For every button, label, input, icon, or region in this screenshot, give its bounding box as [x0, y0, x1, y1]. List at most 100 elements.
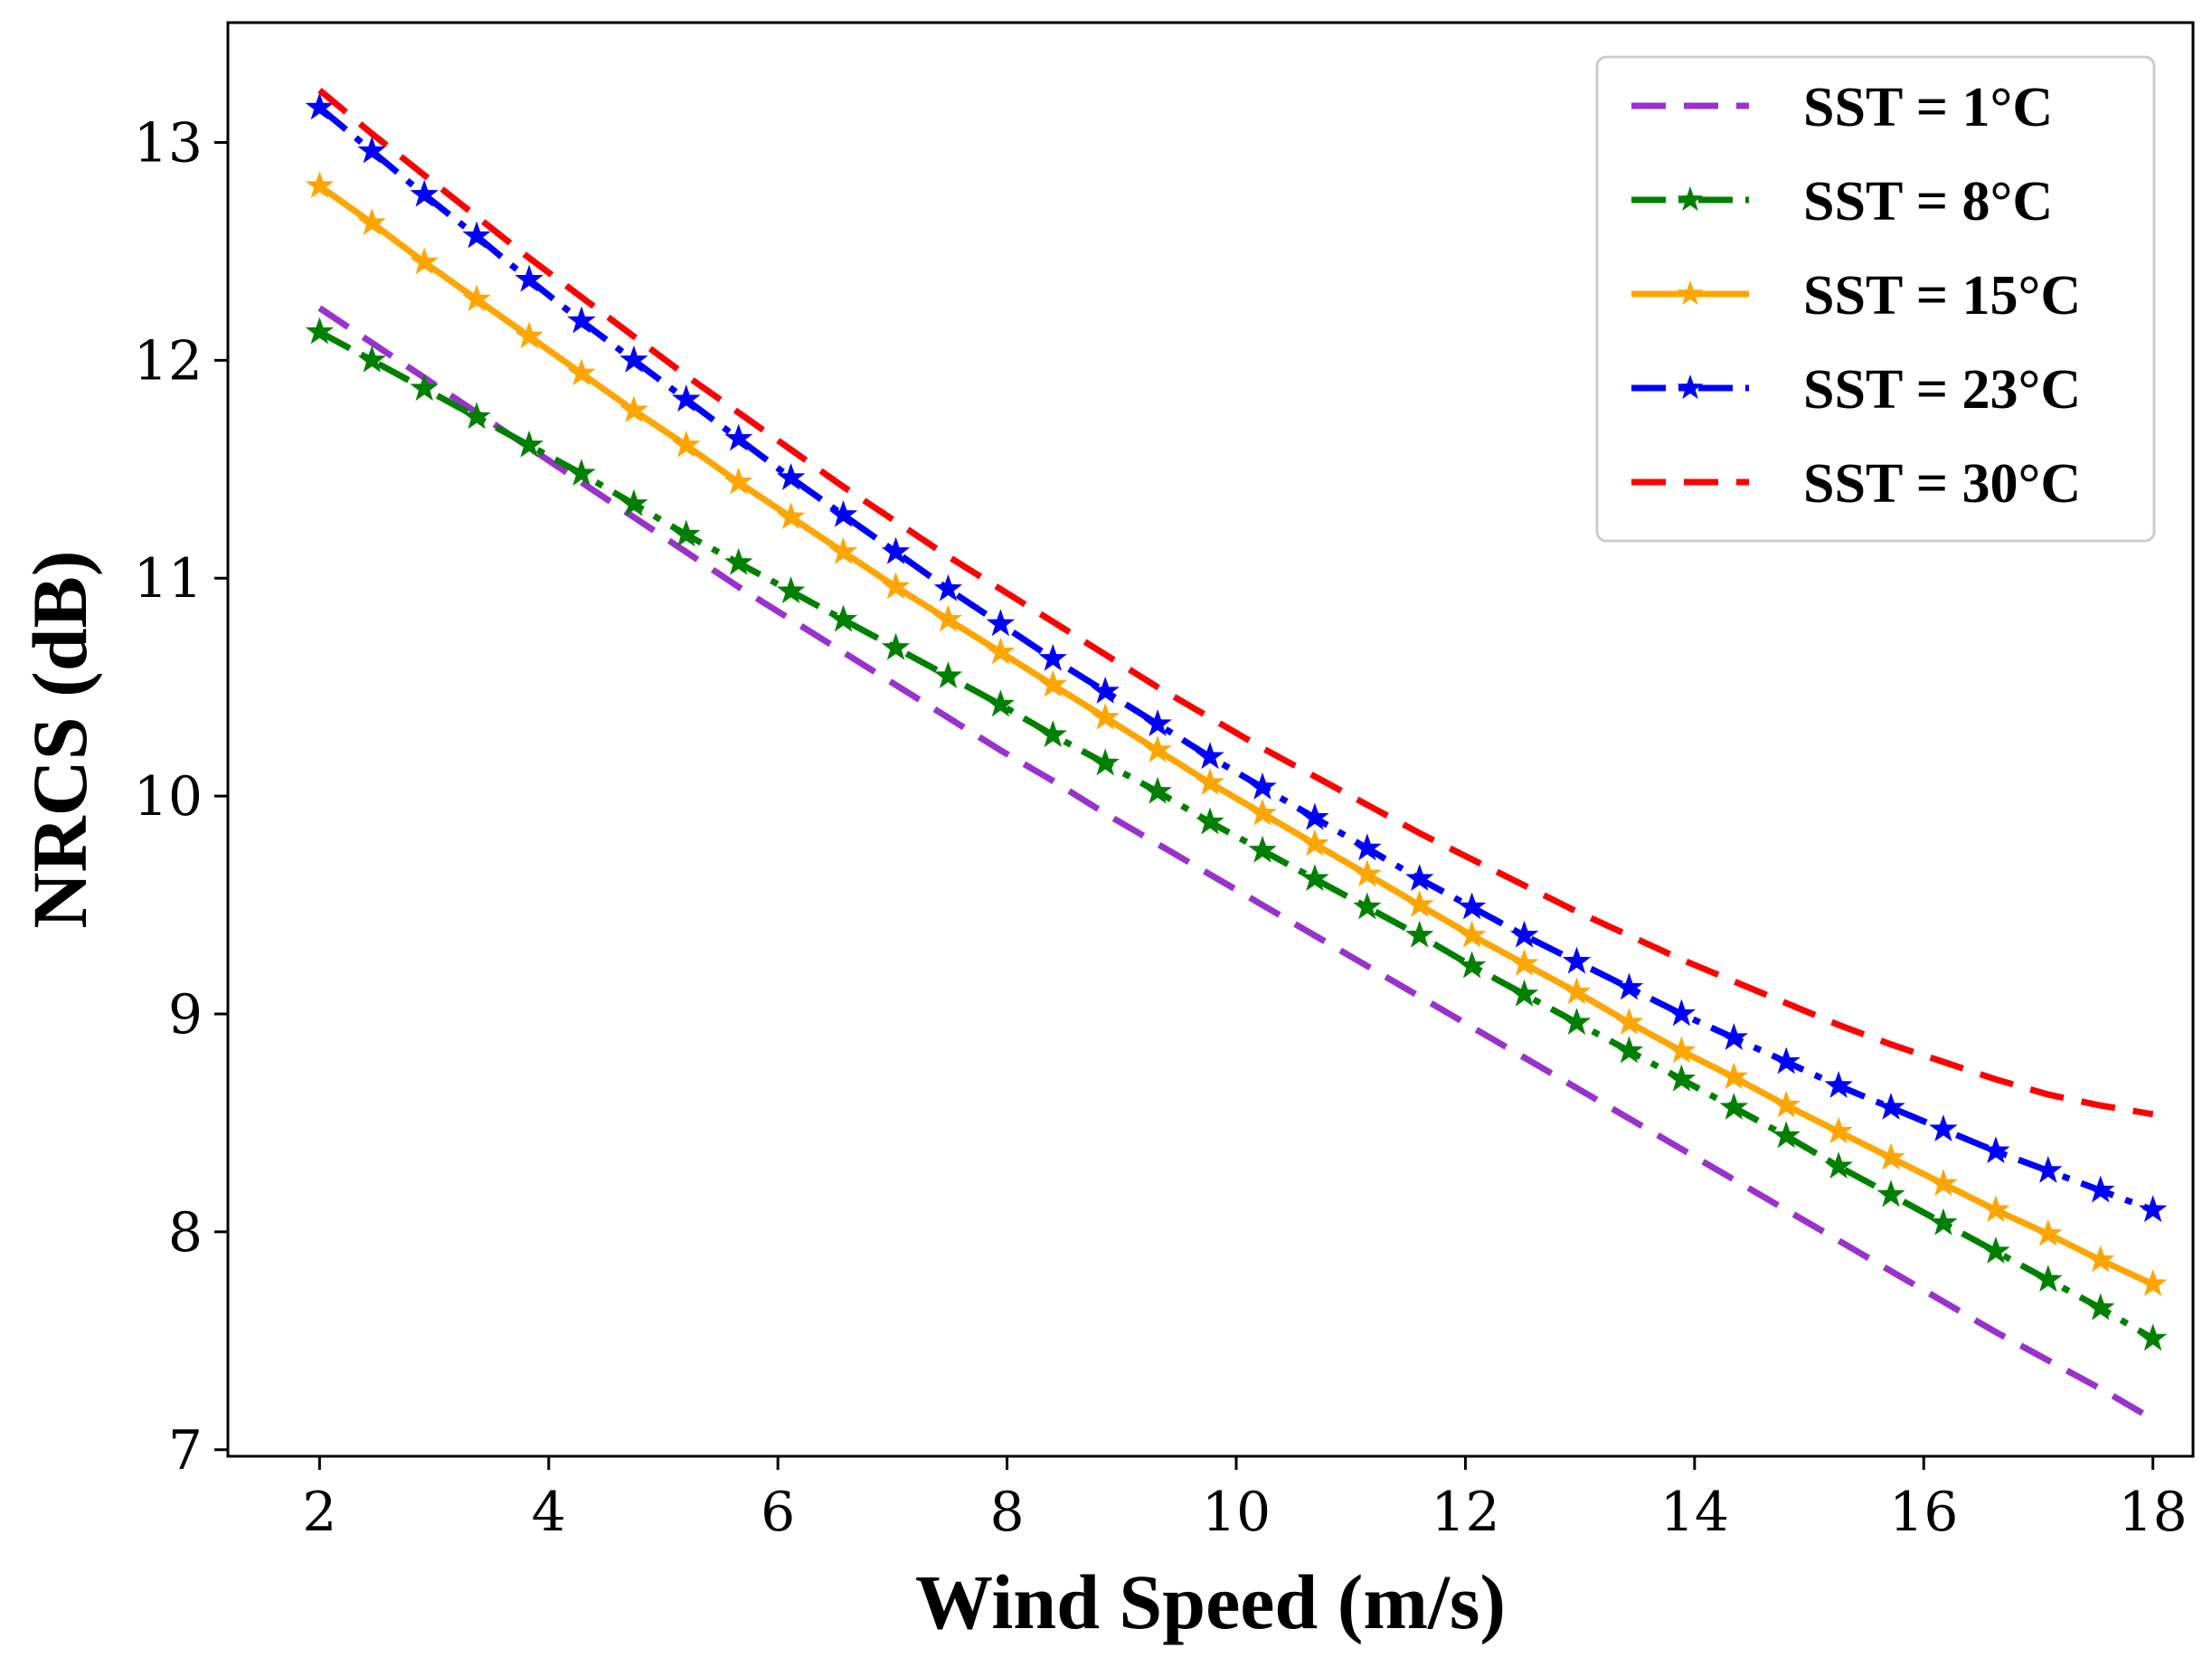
series-line: [317, 329, 2155, 1341]
legend-label: SST = 1°C: [1803, 77, 2053, 138]
data-point-star: [2138, 1195, 2168, 1223]
data-point-star: [1981, 1136, 2010, 1164]
data-point-star: [1248, 835, 1277, 863]
data-point-star: [2086, 1293, 2115, 1321]
series-2: [305, 317, 2168, 1351]
data-point-star: [1614, 1008, 1644, 1036]
y-tick-label: 11: [134, 547, 203, 611]
data-point-star: [1353, 833, 1382, 861]
data-point-star: [515, 264, 544, 292]
series-line: [317, 305, 2155, 1423]
data-point-star: [1562, 977, 1592, 1005]
data-point-star: [776, 576, 806, 604]
data-point-star: [828, 604, 858, 632]
data-point-star: [986, 689, 1016, 717]
data-point-star: [1457, 951, 1487, 979]
data-point-star: [1300, 829, 1329, 857]
y-tick-label: 7: [168, 1419, 203, 1482]
legend-item-1: SST = 1°C: [1631, 77, 2053, 138]
data-point-star: [2034, 1218, 2063, 1246]
legend-box: [1595, 55, 2156, 543]
data-point-star: [1405, 864, 1434, 892]
data-point-star: [828, 499, 858, 527]
data-point-star: [1929, 1114, 1958, 1142]
data-point-star: [1719, 1062, 1749, 1090]
y-tick-label: 10: [134, 765, 203, 829]
x-tick-label: 12: [1431, 1481, 1499, 1544]
data-point-star: [1353, 892, 1382, 920]
data-point-star: [1300, 864, 1329, 892]
data-point-star: [1248, 772, 1277, 800]
data-point-star: [1143, 709, 1172, 737]
data-point-star: [933, 573, 963, 601]
data-point-star: [1248, 798, 1277, 826]
data-point-star: [881, 572, 911, 600]
x-tick-label: 14: [1660, 1481, 1729, 1544]
x-tick-label: 8: [990, 1481, 1025, 1544]
y-tick-label: 8: [168, 1201, 203, 1264]
data-point-star: [1038, 669, 1067, 697]
data-point-star: [1772, 1090, 1801, 1118]
data-point-star: [619, 345, 648, 373]
series-3: [305, 171, 2168, 1297]
data-point-star: [1143, 734, 1172, 762]
data-point-star: [305, 92, 335, 120]
data-point-star: [1876, 1179, 1905, 1208]
data-point-star: [881, 536, 911, 564]
data-point-star: [2086, 1175, 2115, 1203]
x-tick-label: 10: [1202, 1481, 1271, 1544]
data-point-star: [1091, 702, 1120, 730]
data-point-star: [305, 171, 335, 199]
data-point-star: [1196, 768, 1224, 796]
data-point-star: [1196, 742, 1224, 770]
series-5: [317, 88, 2154, 1118]
x-tick-label: 18: [2118, 1481, 2187, 1544]
x-tick-label: 4: [532, 1481, 566, 1544]
data-point-star: [933, 661, 963, 689]
data-point-star: [462, 221, 491, 249]
series-line: [317, 88, 2154, 1118]
data-point-star: [724, 547, 753, 575]
data-point-star: [462, 402, 491, 430]
legend-label: SST = 8°C: [1803, 171, 2053, 232]
data-point-star: [1667, 1036, 1697, 1064]
data-point-star: [1929, 1208, 1958, 1236]
y-tick-label: 13: [134, 111, 203, 175]
data-point-star: [619, 488, 648, 516]
data-point-star: [1824, 1116, 1853, 1144]
data-point-star: [619, 395, 648, 423]
data-point-star: [1667, 999, 1697, 1027]
data-point-star: [724, 423, 753, 451]
x-tick-label: 16: [1889, 1481, 1958, 1544]
data-point-star: [515, 321, 544, 349]
series-line: [317, 183, 2155, 1287]
data-point-star: [2138, 1323, 2168, 1351]
series-1: [317, 305, 2155, 1423]
data-point-star: [567, 459, 596, 487]
data-point-star: [1772, 1121, 1801, 1149]
data-point-star: [1981, 1195, 2010, 1223]
data-point-star: [305, 317, 335, 345]
data-point-star: [1929, 1169, 1958, 1197]
data-point-star: [410, 247, 439, 275]
data-point-star: [1562, 1008, 1592, 1036]
data-point-star: [1300, 802, 1329, 830]
x-tick-label: 6: [761, 1481, 795, 1544]
legend-item-2: SST = 8°C: [1631, 171, 2053, 232]
data-point-star: [1876, 1093, 1905, 1120]
data-point-star: [986, 609, 1016, 637]
data-point-star: [986, 637, 1016, 665]
data-point-star: [1091, 748, 1120, 776]
data-point-star: [1614, 1036, 1644, 1064]
legend-swatch-star: [1677, 374, 1704, 400]
data-point-star: [357, 345, 386, 373]
x-tick-label: 2: [302, 1481, 336, 1544]
data-point-star: [1509, 920, 1539, 948]
data-point-star: [462, 284, 491, 312]
data-point-star: [672, 384, 701, 412]
data-point-star: [1719, 1022, 1749, 1050]
data-point-star: [567, 358, 596, 386]
data-point-star: [1353, 859, 1382, 887]
data-point-star: [1719, 1093, 1749, 1120]
